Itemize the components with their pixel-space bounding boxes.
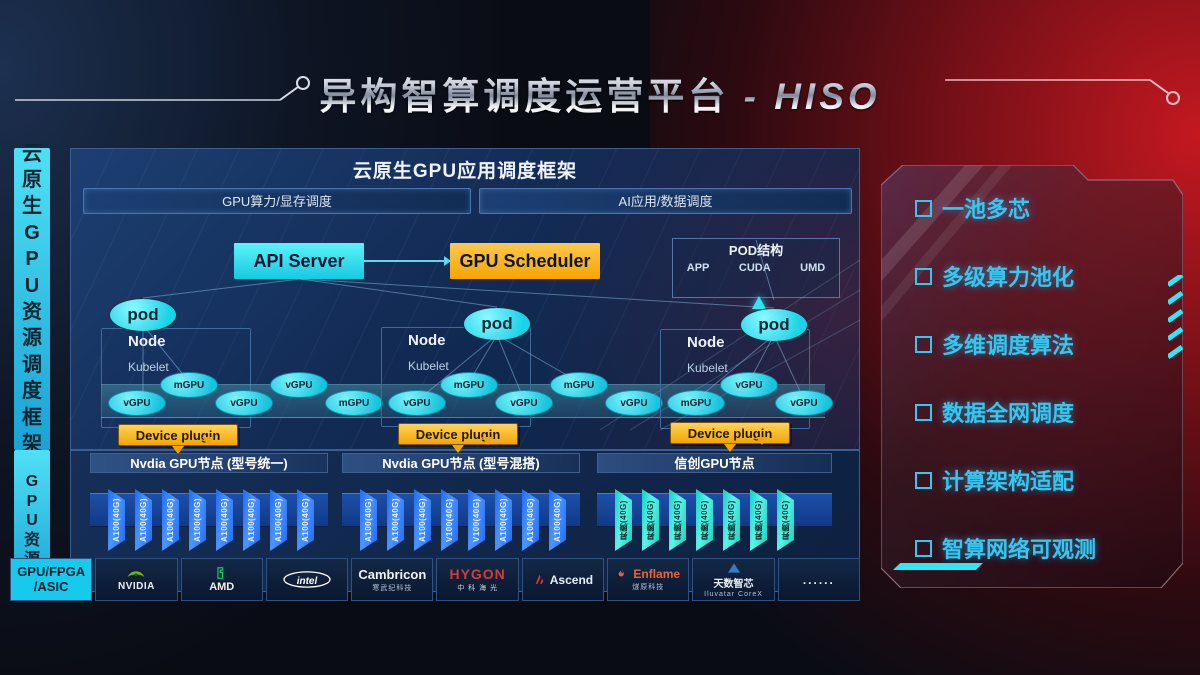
svg-text:intel: intel — [297, 576, 318, 587]
